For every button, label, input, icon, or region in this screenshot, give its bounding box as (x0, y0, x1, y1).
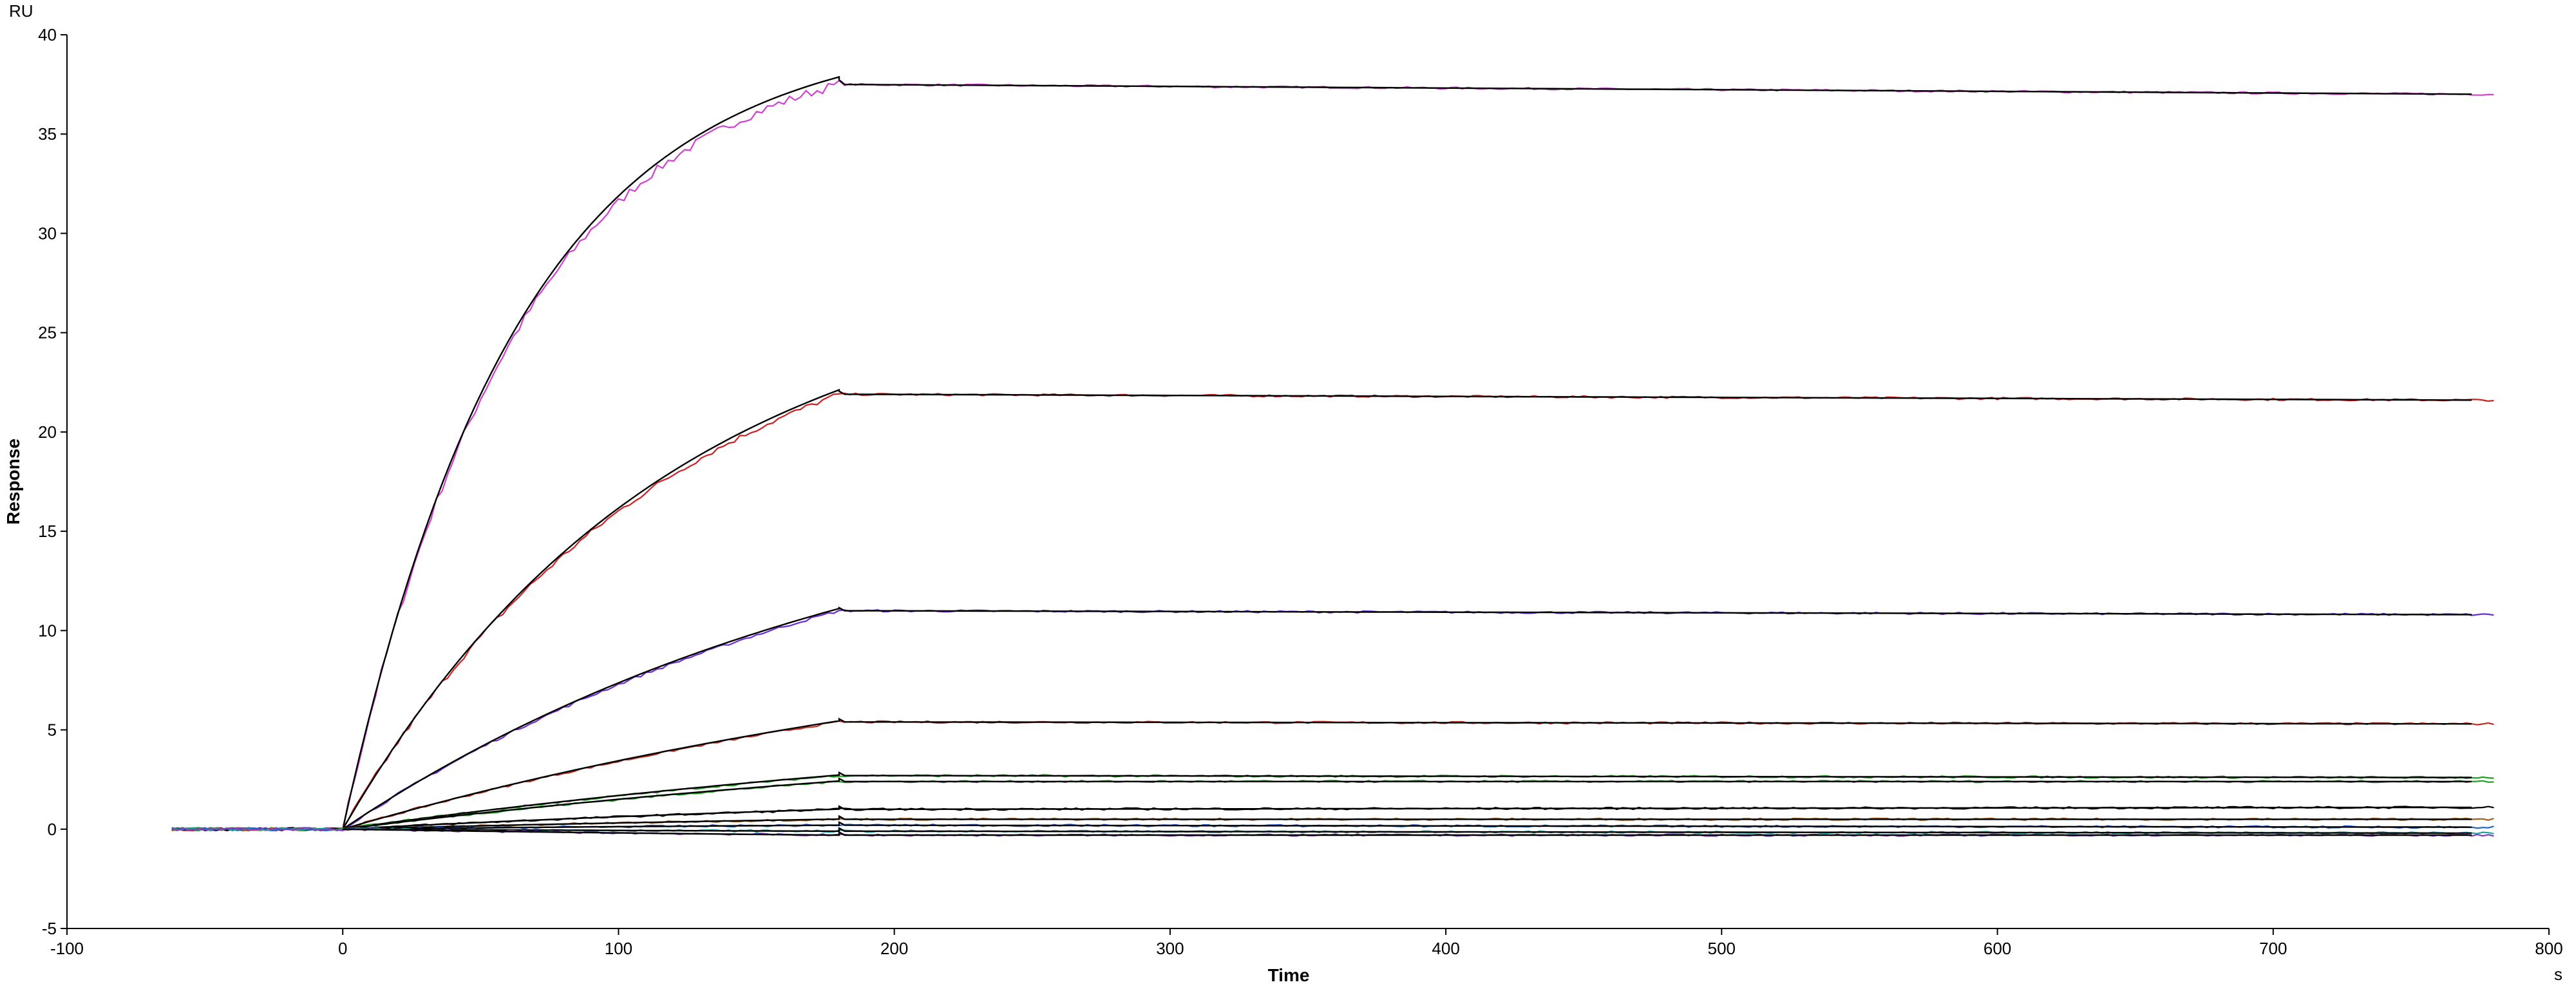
x-axis-title: Time (1268, 965, 1310, 985)
series-4-fit (342, 717, 2472, 830)
series-7 (171, 805, 2494, 832)
series-2 (171, 388, 2494, 832)
y-tick-label: 5 (48, 721, 57, 740)
series-1-measured (171, 79, 2494, 832)
y-tick-label: -5 (42, 919, 57, 938)
y-tick-label: 15 (38, 522, 57, 541)
series-9 (171, 820, 2494, 832)
y-axis-title: Response (3, 438, 23, 525)
series-4 (171, 717, 2494, 832)
series-3-measured (171, 609, 2494, 832)
x-tick-label: 500 (1708, 939, 1736, 958)
x-unit-label: s (2554, 965, 2562, 984)
series-1-fit (342, 75, 2472, 830)
y-tick-label: 25 (38, 323, 57, 343)
series-8 (171, 815, 2494, 832)
x-tick-label: 400 (1432, 939, 1459, 958)
series-3 (171, 606, 2494, 832)
y-tick-label: 10 (38, 621, 57, 640)
series-1 (171, 75, 2494, 832)
x-tick-label: 0 (338, 939, 347, 958)
series-11 (171, 827, 2494, 837)
y-unit-label: RU (9, 1, 33, 21)
y-tick-label: 0 (48, 820, 57, 839)
x-tick-label: 600 (1984, 939, 2011, 958)
y-tick-label: 30 (38, 223, 57, 243)
series-layer (171, 75, 2494, 837)
y-tick-label: 20 (38, 422, 57, 442)
series-11-fit (343, 828, 2472, 836)
series-6-fit (343, 777, 2472, 830)
x-tick-label: 100 (605, 939, 632, 958)
y-tick-label: 35 (38, 124, 57, 144)
x-tick-label: 300 (1156, 939, 1184, 958)
series-6-measured (171, 780, 2494, 832)
series-10-fit (343, 827, 2472, 834)
y-tick-label: 40 (38, 25, 57, 44)
series-9-fit (343, 820, 2472, 830)
series-2-fit (342, 388, 2472, 830)
series-8-fit (343, 815, 2472, 830)
series-5 (171, 771, 2494, 832)
series-6 (171, 777, 2494, 832)
x-tick-label: -100 (50, 939, 84, 958)
series-3-fit (342, 606, 2472, 830)
series-5-fit (343, 771, 2472, 830)
axes: -5 0 5 10 15 20 25 30 35 40 -100 0 100 200 300 400 500 60… (38, 25, 2563, 958)
x-tick-label: 200 (880, 939, 908, 958)
series-7-fit (343, 805, 2472, 830)
x-tick-label: 800 (2535, 939, 2562, 958)
x-tick-label: 700 (2259, 939, 2287, 958)
